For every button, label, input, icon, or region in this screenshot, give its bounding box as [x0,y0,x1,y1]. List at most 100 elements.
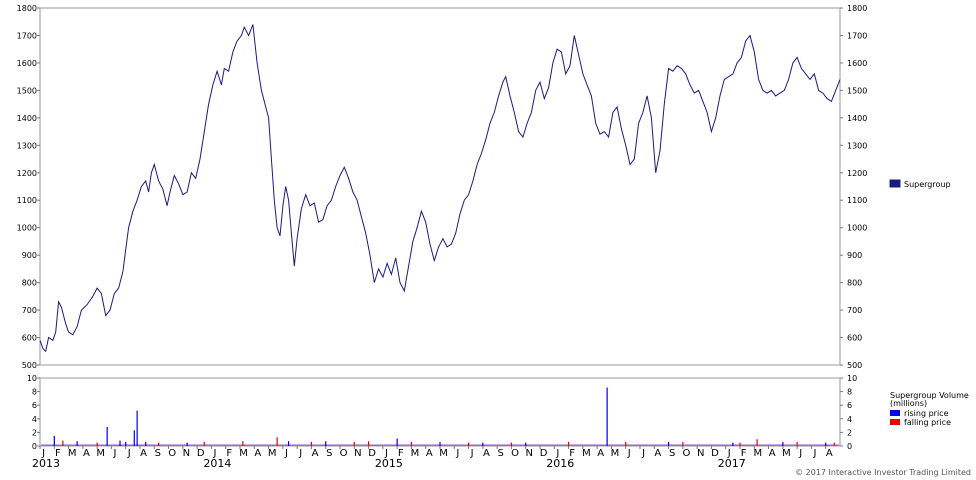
falling-volume-bar [157,442,160,446]
month-label: N [354,448,361,459]
month-label: J [127,448,131,459]
price-y-axis: 500 500 600 600 700 700 800 800 900 900 1000 1000 11… [17,4,868,370]
price-left-tick-label: 1500 [17,86,37,95]
price-left-tick-label: 1400 [17,114,37,123]
price-left-tick-label: 500 [22,361,37,370]
falling-volume-bar [682,441,684,446]
year-label: 2015 [375,457,403,470]
price-series-line [39,24,841,353]
month-label: M [782,448,791,459]
month-label: J [727,448,731,459]
month-label: O [168,448,176,459]
price-right-tick-label: 1500 [847,86,867,95]
rising-volume-bar [606,387,608,446]
falling-volume-bar [833,442,835,446]
month-label: F [226,448,232,459]
month-label: J [798,448,802,459]
rising-volume-bar [667,441,670,446]
price-right-tick-label: 1300 [847,141,867,150]
falling-volume-bar [96,442,98,446]
price-right-tick-label: 1700 [847,31,867,40]
volume-right-tick-label: 6 [847,401,852,410]
falling-volume-bar [567,441,570,446]
price-left-tick-label: 1100 [17,196,37,205]
month-label: O [511,448,519,459]
month-label: D [540,448,548,459]
month-label: J [113,448,117,459]
volume-plot-frame [39,377,841,447]
volume-right-tick-label: 8 [847,388,852,397]
price-right-tick-label: 1800 [847,4,867,13]
price-left-tick-label: 1300 [17,141,37,150]
price-left-tick-label: 700 [22,306,37,315]
price-left-tick-label: 1700 [17,31,37,40]
volume-bars [53,387,835,446]
rising-volume-bar [53,435,55,446]
volume-legend: Supergroup Volume (millions) rising pric… [890,391,969,427]
month-label: O [340,448,348,459]
month-label: A [769,448,776,459]
volume-left-tick-label: 4 [32,415,37,424]
rising-volume-bar [525,442,527,446]
volume-left-tick-label: 10 [27,374,37,383]
rising-volume-bar [186,442,188,446]
volume-left-tick-label: 8 [32,388,37,397]
falling-volume-bar [739,442,741,446]
month-label: M [68,448,77,459]
month-label: S [669,448,675,459]
price-left-tick-label: 900 [22,251,37,260]
month-label: N [183,448,190,459]
month-label: O [682,448,690,459]
month-label: J [41,448,45,459]
price-legend: Supergroup [889,179,951,189]
copyright-notice: © 2017 Interactive Investor Trading Limi… [795,468,971,477]
rising-volume-bar [125,441,127,446]
volume-right-tick-label: 4 [847,415,852,424]
month-label: J [384,448,388,459]
falling-legend-swatch [890,419,900,425]
rising-volume-bar [482,442,484,446]
month-label: M [439,448,448,459]
rising-volume-bar [325,441,327,446]
falling-volume-bar [203,441,205,446]
month-label: F [569,448,575,459]
month-label: J [641,448,645,459]
falling-volume-bar [410,441,413,446]
falling-volume-bar [467,442,470,446]
month-label: A [597,448,604,459]
month-label: A [254,448,261,459]
falling-volume-bar [510,442,513,446]
falling-volume-bar [62,440,64,446]
month-label: D [368,448,376,459]
month-label: S [498,448,504,459]
month-label: A [826,448,833,459]
falling-volume-bar [242,441,244,446]
price-right-tick-label: 1100 [847,196,867,205]
price-left-tick-label: 1000 [17,224,37,233]
month-label: J [213,448,217,459]
rising-volume-bar [76,441,78,446]
price-right-tick-label: 800 [847,279,862,288]
rising-legend-swatch [890,410,900,416]
price-legend-swatch [889,179,901,188]
volume-left-tick-label: 6 [32,401,37,410]
month-label: A [426,448,433,459]
rising-volume-bar [825,442,827,446]
falling-volume-bar [625,441,627,446]
x-axis-years: 2013 2014 2015 2016 2017 [32,457,746,470]
price-right-tick-label: 1600 [847,59,867,68]
month-label: J [298,448,302,459]
month-label: M [582,448,591,459]
month-label: M [754,448,763,459]
price-left-tick-label: 1600 [17,59,37,68]
volume-left-tick-label: 0 [32,442,37,451]
year-label: 2014 [203,457,231,470]
month-label: M [96,448,105,459]
price-plot-frame [39,7,841,366]
price-right-tick-label: 1400 [847,114,867,123]
rising-volume-bar [782,441,784,446]
month-label: J [813,448,817,459]
volume-right-tick-label: 10 [847,374,857,383]
price-right-tick-label: 600 [847,334,862,343]
